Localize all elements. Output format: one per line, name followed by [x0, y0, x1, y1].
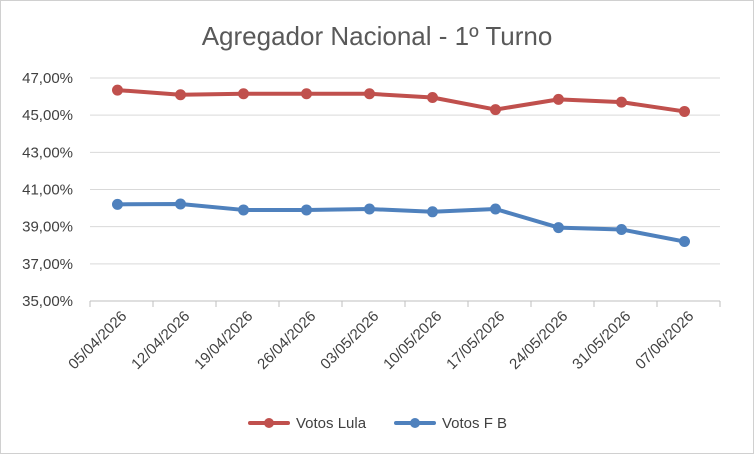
y-tick-label: 45,00%: [22, 107, 73, 124]
x-tick-label: 31/05/2026: [569, 308, 634, 373]
y-tick-label: 37,00%: [22, 256, 73, 273]
data-point: [301, 204, 312, 216]
legend-item: Votos Lula: [248, 415, 367, 432]
data-point: [238, 204, 249, 216]
legend-swatch-marker: [264, 418, 274, 428]
x-tick-label: 07/06/2026: [632, 308, 697, 373]
data-point: [679, 105, 690, 117]
data-point: [616, 223, 627, 235]
x-tick-label: 19/04/2026: [191, 308, 256, 373]
series-line: [115, 201, 687, 244]
data-point: [490, 203, 501, 215]
data-point: [175, 89, 186, 101]
x-tick-label: 03/05/2026: [317, 308, 382, 373]
data-point: [175, 198, 186, 210]
gridlines: [90, 77, 720, 265]
legend: Votos Lula Votos F B: [248, 415, 507, 432]
data-point: [238, 88, 249, 100]
legend-swatch-marker: [410, 418, 420, 428]
series-lines: [112, 84, 690, 248]
y-tick-label: 47,00%: [22, 70, 73, 87]
x-tick-label: 26/04/2026: [254, 308, 319, 373]
data-point: [112, 84, 123, 96]
legend-item: Votos F B: [394, 415, 507, 432]
data-point: [301, 88, 312, 100]
x-tick-label: 17/05/2026: [443, 308, 508, 373]
data-point: [553, 93, 564, 105]
data-point: [427, 92, 438, 104]
data-point: [616, 96, 627, 108]
data-point: [490, 104, 501, 116]
data-point: [553, 222, 564, 234]
x-axis-labels: 05/04/202612/04/202619/04/202626/04/2026…: [65, 308, 697, 373]
legend-label: Votos F B: [442, 415, 507, 432]
y-tick-label: 39,00%: [22, 219, 73, 236]
series-line: [115, 88, 687, 114]
x-tick-label: 10/05/2026: [380, 308, 445, 373]
y-tick-label: 43,00%: [22, 144, 73, 161]
chart-title: Agregador Nacional - 1º Turno: [202, 21, 553, 51]
x-tick-label: 24/05/2026: [506, 308, 571, 373]
data-point: [364, 203, 375, 215]
x-tick-label: 05/04/2026: [65, 308, 130, 373]
y-tick-label: 41,00%: [22, 182, 73, 199]
data-point: [427, 206, 438, 218]
series-1: [112, 84, 690, 117]
data-point: [364, 88, 375, 100]
data-point: [679, 236, 690, 248]
x-tick-label: 12/04/2026: [128, 308, 193, 373]
series-2: [112, 198, 690, 248]
data-point: [112, 198, 123, 210]
y-axis-labels: 35,00% 37,00% 39,00% 41,00% 43,00% 45,00% 47,0…: [22, 70, 73, 310]
x-axis: [89, 300, 721, 307]
legend-label: Votos Lula: [296, 415, 367, 432]
y-tick-label: 35,00%: [22, 293, 73, 310]
